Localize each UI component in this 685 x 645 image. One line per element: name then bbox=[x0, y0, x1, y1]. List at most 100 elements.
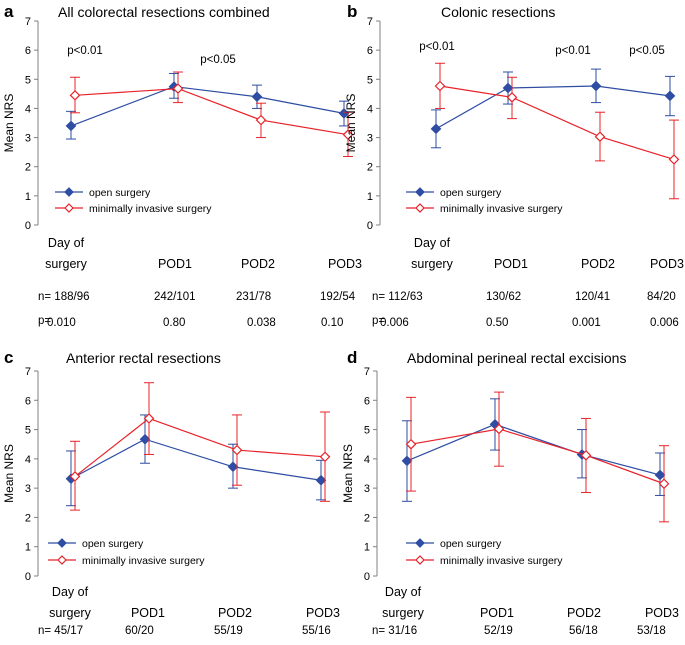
legend-marker bbox=[415, 203, 425, 213]
data-point-mis bbox=[658, 478, 670, 490]
p-value: 0.001 bbox=[572, 317, 601, 329]
chart-panel-d: d Abdominal perineal rectal excisions 0 1 2 3… bbox=[341, 348, 679, 637]
y-tick-label: 1 bbox=[367, 191, 373, 203]
p-value: 0.006 bbox=[380, 317, 409, 329]
y-tick-label: 3 bbox=[25, 483, 31, 495]
p-annotation: p<0.05 bbox=[200, 54, 236, 66]
data-point-mis bbox=[319, 451, 331, 463]
series-line-mis bbox=[439, 85, 675, 161]
data-point-open bbox=[227, 461, 239, 473]
x-tick-label: POD2 bbox=[567, 606, 601, 620]
y-tick-label: 7 bbox=[25, 16, 31, 28]
n-value: n= 45/17 bbox=[38, 625, 83, 637]
x-tick-label: Day of bbox=[385, 585, 422, 599]
x-tick-label: POD3 bbox=[328, 257, 362, 271]
data-point-mis bbox=[342, 129, 354, 141]
y-tick-label: 4 bbox=[367, 103, 373, 115]
y-tick-label: 2 bbox=[25, 512, 31, 524]
p-value: 0.006 bbox=[650, 317, 679, 329]
p-annotation: p<0.01 bbox=[419, 41, 455, 53]
panel-letter: c bbox=[4, 348, 13, 367]
data-point-open bbox=[430, 123, 442, 135]
data-point-mis bbox=[668, 154, 680, 165]
data-point-open bbox=[502, 82, 514, 94]
panel-letter: b bbox=[347, 2, 357, 21]
x-tick-label: POD2 bbox=[241, 257, 275, 271]
y-tick-label: 2 bbox=[364, 512, 370, 524]
y-tick-label: 5 bbox=[364, 425, 370, 437]
data-point-mis bbox=[143, 413, 155, 424]
n-value: 242/101 bbox=[154, 291, 196, 303]
series-line-mis bbox=[74, 88, 349, 136]
n-value: n= 31/16 bbox=[372, 625, 417, 637]
p-annotation: p<0.01 bbox=[67, 45, 103, 57]
p-value: 0.50 bbox=[486, 317, 508, 329]
chart-panel-a: a All colorectal resections combined 0 1 2 3 4… bbox=[2, 2, 362, 329]
x-tick-label: surgery bbox=[411, 257, 453, 271]
panel-title: Colonic resections bbox=[441, 4, 555, 20]
legend-marker bbox=[64, 187, 74, 197]
legend-marker bbox=[415, 555, 425, 565]
p-value: 0.10 bbox=[321, 317, 343, 329]
y-tick-label: 1 bbox=[364, 542, 370, 554]
legend-marker bbox=[415, 187, 425, 197]
y-tick-label: 4 bbox=[25, 103, 31, 115]
x-tick-label: Day of bbox=[414, 236, 451, 250]
x-tick-label: surgery bbox=[45, 257, 87, 271]
legend-label: open surgery bbox=[440, 187, 502, 199]
data-point-open bbox=[251, 91, 263, 103]
data-point-open bbox=[65, 120, 77, 132]
y-tick-label: 0 bbox=[367, 220, 373, 232]
y-axis-label: Mean NRS bbox=[344, 94, 358, 153]
n-value: n= 112/63 bbox=[372, 291, 423, 303]
y-axis-label: Mean NRS bbox=[341, 444, 355, 503]
legend-label: open surgery bbox=[440, 538, 502, 550]
p-value: 0.038 bbox=[247, 317, 276, 329]
n-value: 120/41 bbox=[575, 291, 610, 303]
n-value: 231/78 bbox=[236, 291, 271, 303]
series-line-open bbox=[70, 438, 322, 481]
p-prefix: p= bbox=[372, 315, 385, 327]
legend-label: open surgery bbox=[89, 187, 151, 199]
data-point-open bbox=[139, 433, 151, 445]
x-tick-label: POD2 bbox=[218, 606, 252, 620]
p-value: 0.010 bbox=[47, 317, 76, 329]
data-point-mis bbox=[580, 449, 592, 461]
panel-title: All colorectal resections combined bbox=[58, 4, 270, 20]
data-point-mis bbox=[69, 89, 81, 101]
data-point-mis bbox=[405, 438, 417, 450]
legend-marker bbox=[415, 538, 425, 548]
legend-marker bbox=[57, 538, 67, 548]
y-tick-label: 5 bbox=[25, 425, 31, 437]
n-value: 130/62 bbox=[486, 291, 521, 303]
y-tick-label: 6 bbox=[367, 45, 373, 57]
legend-label: minimally invasive surgery bbox=[440, 555, 563, 567]
n-value: 84/20 bbox=[647, 291, 676, 303]
data-point-mis bbox=[594, 131, 606, 143]
n-value: 192/54 bbox=[320, 291, 356, 303]
y-tick-label: 5 bbox=[25, 74, 31, 86]
n-value: 55/19 bbox=[214, 625, 243, 637]
x-tick-label: POD3 bbox=[645, 606, 679, 620]
series-line-mis bbox=[74, 417, 326, 477]
y-tick-label: 3 bbox=[25, 133, 31, 145]
x-tick-label: POD3 bbox=[650, 257, 684, 271]
x-tick-label: POD2 bbox=[581, 257, 615, 271]
data-point-open bbox=[315, 474, 327, 486]
y-tick-label: 7 bbox=[367, 16, 373, 28]
series-line-mis bbox=[410, 428, 665, 485]
x-tick-label: Day of bbox=[48, 236, 85, 250]
n-value: 60/20 bbox=[125, 625, 154, 637]
y-tick-label: 4 bbox=[25, 454, 31, 466]
p-prefix: p= bbox=[38, 315, 51, 327]
y-tick-label: 1 bbox=[25, 542, 31, 554]
data-point-mis bbox=[493, 423, 505, 435]
y-tick-label: 0 bbox=[364, 571, 370, 583]
y-tick-label: 2 bbox=[367, 162, 373, 174]
data-point-open bbox=[401, 455, 413, 467]
y-tick-label: 4 bbox=[364, 454, 370, 466]
data-point-mis bbox=[255, 114, 267, 126]
n-value: n= 188/96 bbox=[38, 291, 89, 303]
